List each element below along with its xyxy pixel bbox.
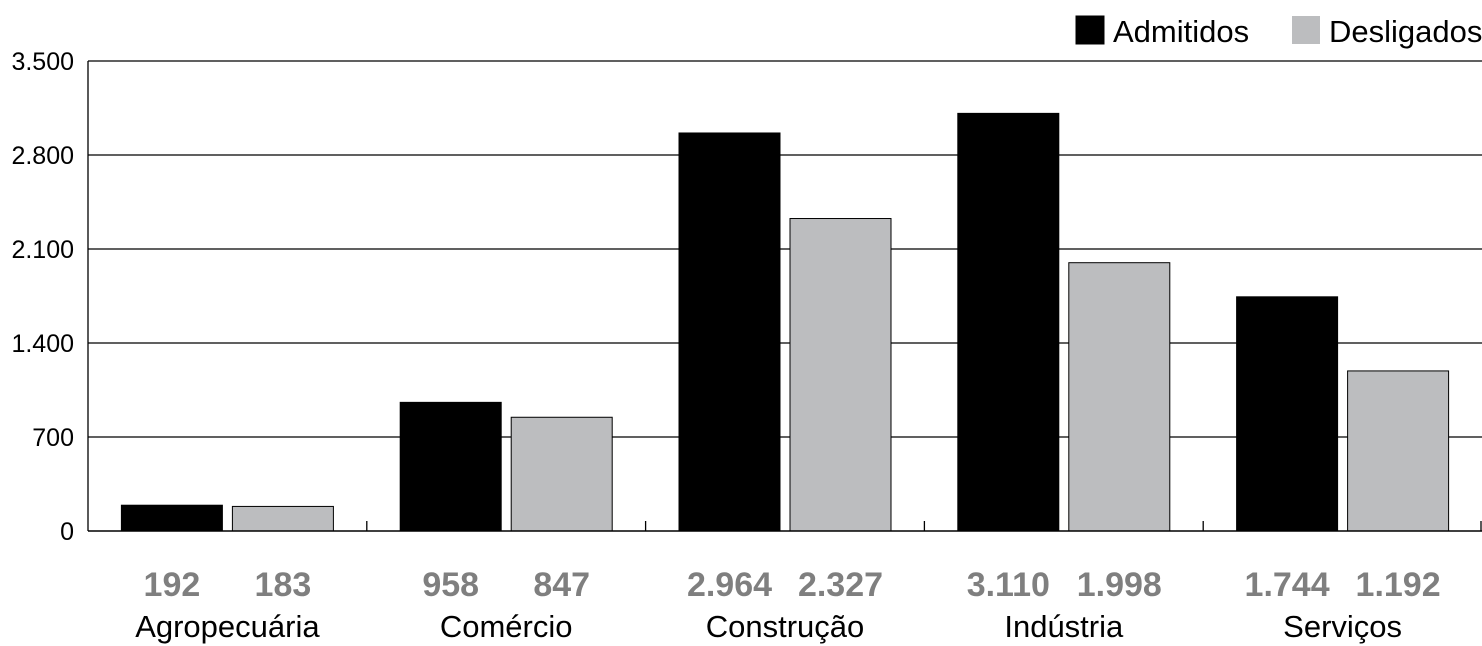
y-tick-label: 2.100 [11, 236, 74, 264]
value-label-desligados-agropecuaria: 183 [255, 566, 312, 604]
bar-desligados-industria [1068, 262, 1171, 532]
bar-desligados-servicos [1347, 370, 1450, 532]
y-tick-label: 1.400 [11, 330, 74, 358]
legend-swatch-desligados [1292, 16, 1320, 44]
y-axis-ticks: 0 700 1.400 2.100 2.800 3.500 [11, 48, 74, 546]
bar-admitidos-agropecuaria [120, 504, 223, 532]
category-labels: Agropecuária Comércio Construção Indústria S… [135, 609, 1402, 644]
bar-admitidos-servicos [1236, 296, 1339, 532]
value-label-desligados-construcao: 2.327 [798, 566, 883, 604]
y-tick-label: 0 [60, 518, 74, 546]
legend-label-desligados: Desligados [1329, 14, 1482, 49]
bar-desligados-comercio [510, 416, 613, 532]
value-label-admitidos-servicos: 1.744 [1245, 566, 1330, 604]
bar-admitidos-industria [957, 112, 1060, 532]
value-label-admitidos-construcao: 2.964 [687, 566, 772, 604]
value-label-admitidos-comercio: 958 [422, 566, 479, 604]
legend-label-admitidos: Admitidos [1113, 14, 1249, 49]
value-label-admitidos-agropecuaria: 192 [144, 566, 201, 604]
category-label-industria: Indústria [1004, 609, 1124, 644]
legend-swatch-admitidos [1075, 15, 1105, 45]
value-label-admitidos-industria: 3.110 [967, 566, 1050, 604]
bar-desligados-construcao [789, 218, 892, 532]
y-tick-label: 2.800 [11, 142, 74, 170]
value-labels: 192 183 958 847 2.964 2.327 3.110 1.998 1.744 1.1… [144, 566, 1441, 604]
y-tick-label: 3.500 [11, 48, 74, 76]
x-axis [87, 61, 1482, 532]
bar-admitidos-construcao [678, 132, 781, 532]
value-label-desligados-industria: 1.998 [1077, 566, 1162, 604]
category-label-comercio: Comércio [440, 609, 573, 644]
category-label-servicos: Serviços [1283, 609, 1402, 644]
value-label-desligados-servicos: 1.192 [1356, 566, 1441, 604]
category-label-construcao: Construção [706, 609, 865, 644]
bar-admitidos-comercio [399, 401, 502, 532]
y-tick-label: 700 [32, 424, 74, 452]
bars [120, 112, 1450, 532]
bar-desligados-agropecuaria [231, 505, 334, 532]
category-label-agropecuaria: Agropecuária [135, 609, 320, 644]
legend: Admitidos Desligados [1075, 14, 1482, 49]
value-label-desligados-comercio: 847 [533, 566, 590, 604]
